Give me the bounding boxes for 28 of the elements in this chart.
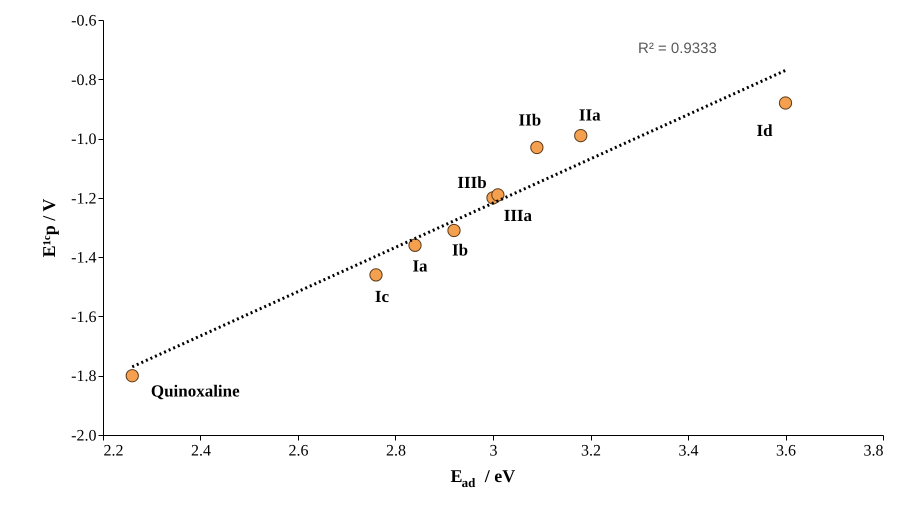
y-tick-label: -1.2 [71, 190, 96, 208]
x-tick-label: 3.2 [581, 442, 601, 460]
annotation: Ia [412, 256, 428, 276]
x-tick-label: 3 [490, 442, 498, 460]
annotation: IIa [578, 106, 602, 125]
annotation: R² = 0.9333 [638, 40, 717, 57]
annotation: IIb [518, 110, 542, 130]
x-tick-label: 3.6 [776, 442, 796, 460]
y-tick-label: -2.0 [71, 428, 96, 444]
annotation: Id [756, 121, 774, 140]
x-tick-label: 3.8 [864, 442, 884, 460]
x-tick-label: 2.4 [191, 442, 211, 460]
y-tick-label: -0.8 [71, 72, 96, 89]
y-tick-label: -1.0 [71, 131, 96, 148]
x-tick-label: 2.6 [288, 442, 308, 460]
y-tick-label: -0.6 [71, 12, 96, 30]
y-tick-label: -1.8 [71, 368, 96, 386]
y-tick-label: -1.4 [71, 250, 96, 267]
annotation: IIIa [504, 206, 533, 225]
x-tick-label: 3.4 [678, 442, 698, 460]
annotation: Ic [374, 286, 390, 306]
y-tick-label: -1.6 [71, 308, 96, 326]
x-tick-label: 2.8 [386, 442, 406, 460]
annotation: Ib [452, 240, 468, 260]
annotation: Quinoxaline [150, 382, 240, 401]
x-tick-label: 2.2 [104, 442, 124, 460]
y-axis-title: E¹ᶜp / V [39, 198, 60, 258]
annotation: IIIb [457, 172, 487, 192]
